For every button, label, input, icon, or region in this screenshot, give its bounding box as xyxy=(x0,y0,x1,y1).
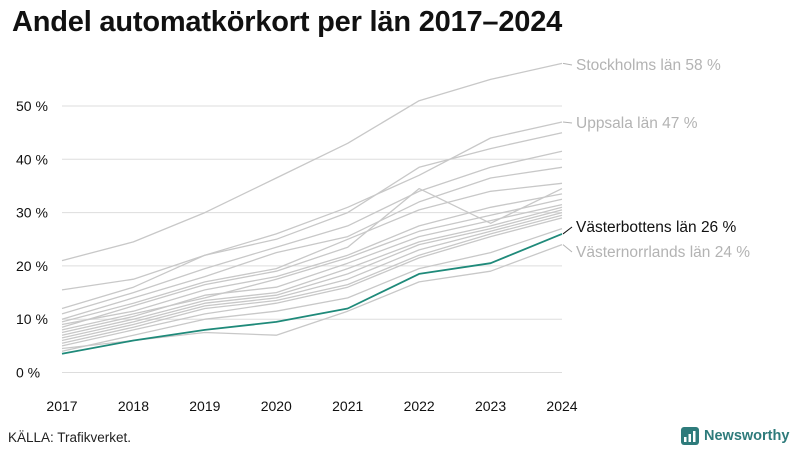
series-end-label: Uppsala län 47 % xyxy=(576,115,698,132)
label-leader-line xyxy=(562,62,573,66)
x-tick-label: 2022 xyxy=(404,398,435,414)
x-tick-label: 2020 xyxy=(261,398,292,414)
series-line xyxy=(61,132,563,310)
series-line xyxy=(61,211,563,342)
x-tick-label: 2021 xyxy=(332,398,363,414)
y-tick-label: 0 % xyxy=(16,365,40,381)
series-line xyxy=(61,182,563,323)
y-tick-label: 30 % xyxy=(16,205,48,221)
source-note: KÄLLA: Trafikverket. xyxy=(8,430,132,445)
series-line xyxy=(61,203,563,334)
y-tick-label: 40 % xyxy=(16,151,48,167)
series-line xyxy=(61,227,563,352)
y-axis-ticks: 0 % 10 % 20 % 30 % 40 % 50 % xyxy=(16,98,48,381)
series-line xyxy=(61,62,563,262)
highlighted-series-line xyxy=(61,233,563,355)
x-tick-label: 2023 xyxy=(475,398,506,414)
newsworthy-logo-icon xyxy=(681,427,699,445)
series-line xyxy=(61,187,563,328)
chart-title: Andel automatkörkort per län 2017–2024 xyxy=(12,6,563,38)
series-end-label: Västernorrlands län 24 % xyxy=(576,244,750,261)
grid-lines xyxy=(62,105,562,373)
x-tick-label: 2024 xyxy=(546,398,577,414)
series-line xyxy=(61,206,563,336)
series-line xyxy=(61,121,563,291)
y-tick-label: 20 % xyxy=(16,258,48,274)
brand-name: Newsworthy xyxy=(704,428,790,444)
brand-logo: Newsworthy xyxy=(681,427,789,445)
series-line xyxy=(61,217,563,347)
series-line xyxy=(61,214,563,344)
label-leader-line xyxy=(562,226,573,235)
background-series-lines xyxy=(61,132,563,352)
label-leader-line xyxy=(562,121,573,124)
series-line xyxy=(61,198,563,331)
label-leader-line xyxy=(562,244,573,253)
x-axis-ticks: 2017 2018 2019 2020 2021 2022 2023 2024 xyxy=(46,398,577,414)
series-line xyxy=(61,193,563,326)
highlight-series-line xyxy=(61,233,563,355)
series-line xyxy=(61,166,563,320)
y-tick-label: 50 % xyxy=(16,98,48,114)
series-line xyxy=(61,209,563,339)
x-tick-label: 2017 xyxy=(46,398,77,414)
series-labels: Stockholms län 58 % Uppsala län 47 % Väste… xyxy=(562,57,750,261)
x-tick-label: 2019 xyxy=(189,398,220,414)
y-tick-label: 10 % xyxy=(16,311,48,327)
x-tick-label: 2018 xyxy=(118,398,149,414)
series-end-label: Stockholms län 58 % xyxy=(576,57,721,74)
series-line xyxy=(61,150,563,315)
series-end-label: Västerbottens län 26 % xyxy=(576,219,736,236)
